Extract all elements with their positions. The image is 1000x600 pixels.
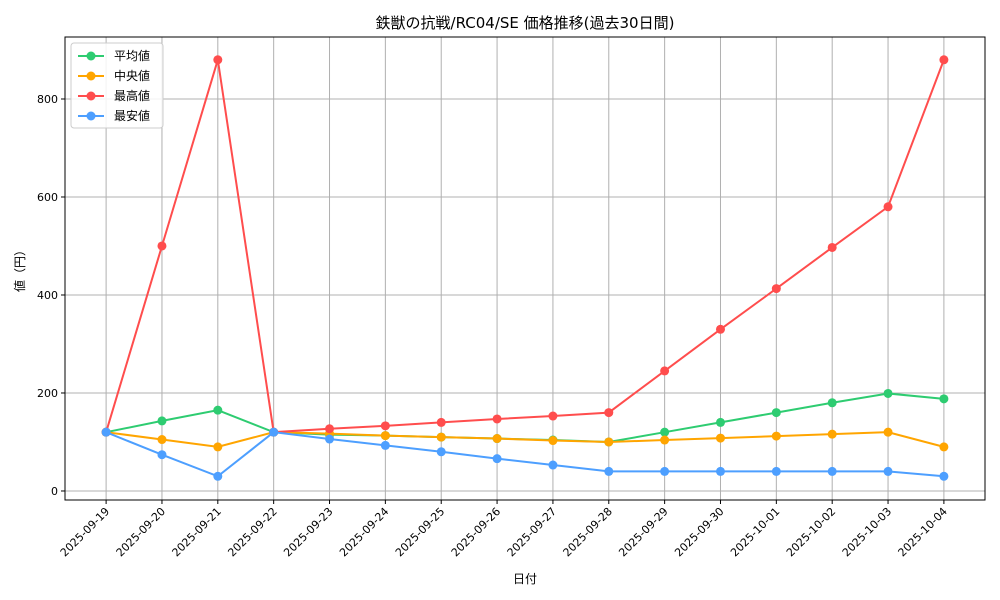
y-tick-label: 200 (37, 387, 58, 400)
data-point (771, 284, 781, 294)
chart-title: 鉄獣の抗戦/RC04/SE 価格推移(過去30日間) (376, 14, 675, 32)
x-tick-label: 2025-10-02 (784, 505, 838, 559)
x-tick-label: 2025-09-25 (393, 505, 447, 559)
series-3 (101, 427, 949, 481)
x-tick-label: 2025-09-21 (170, 505, 224, 559)
series-line (105, 431, 944, 478)
data-point (604, 437, 614, 447)
data-point (157, 241, 167, 251)
data-point (660, 435, 670, 445)
x-tick-label: 2025-09-20 (114, 505, 168, 559)
data-point (771, 466, 781, 476)
data-point (827, 398, 837, 408)
data-point (827, 466, 837, 476)
data-point (827, 429, 837, 439)
x-tick-label: 2025-09-19 (58, 505, 112, 559)
x-tick-label: 2025-09-23 (281, 505, 335, 559)
data-point (325, 434, 335, 444)
data-point (325, 424, 335, 434)
plot-frame (64, 36, 986, 501)
legend-label: 最高値 (114, 88, 150, 103)
data-point (604, 466, 614, 476)
data-point (436, 432, 446, 442)
data-point (157, 450, 167, 460)
data-point (660, 466, 670, 476)
y-tick-label: 400 (37, 289, 58, 302)
data-point (883, 202, 893, 212)
y-tick-label: 800 (37, 93, 58, 106)
legend-marker (86, 71, 96, 81)
legend-label: 中央値 (114, 68, 150, 83)
data-point (660, 427, 670, 437)
series-2 (101, 55, 949, 437)
data-point (380, 431, 390, 441)
data-point (939, 471, 949, 481)
data-point (939, 55, 949, 65)
series-line (105, 431, 945, 448)
x-tick-label: 2025-10-04 (896, 505, 950, 559)
legend-marker (86, 51, 96, 61)
x-tick-label: 2025-09-22 (225, 505, 279, 559)
x-tick-label: 2025-10-03 (840, 505, 894, 559)
x-axis-label: 日付 (513, 572, 537, 586)
data-point (939, 394, 949, 404)
legend-marker (86, 91, 96, 101)
data-point (213, 471, 223, 481)
data-point (883, 466, 893, 476)
data-point (436, 417, 446, 427)
legend-label: 平均値 (114, 48, 150, 63)
data-point (492, 414, 502, 424)
x-tick-label: 2025-09-27 (505, 505, 559, 559)
x-tick-label: 2025-09-30 (672, 505, 726, 559)
series-1 (101, 427, 949, 452)
y-tick-label: 0 (51, 485, 58, 498)
data-point (213, 405, 223, 415)
data-point (771, 431, 781, 441)
data-point (771, 408, 781, 418)
x-tick-label: 2025-09-28 (560, 505, 614, 559)
y-axis-label: 値（円） (12, 244, 27, 292)
data-point (883, 388, 893, 398)
legend-label: 最安値 (114, 108, 150, 123)
data-point (604, 408, 614, 418)
data-point (492, 454, 502, 464)
data-point (715, 417, 725, 427)
y-tick-label: 600 (37, 191, 58, 204)
data-point (660, 366, 670, 376)
series-line (105, 59, 945, 434)
data-point (157, 435, 167, 445)
data-point (715, 324, 725, 334)
x-tick-label: 2025-09-24 (337, 505, 391, 559)
data-point (436, 447, 446, 457)
data-point (101, 427, 111, 437)
x-tick-label: 2025-10-01 (728, 505, 782, 559)
data-point (492, 434, 502, 444)
data-point (380, 440, 390, 450)
data-point (939, 442, 949, 452)
x-tick-label: 2025-09-26 (449, 505, 503, 559)
data-point (715, 466, 725, 476)
data-point (269, 427, 279, 437)
data-point (157, 416, 167, 426)
data-point (548, 460, 558, 470)
data-point (548, 411, 558, 421)
data-point (213, 442, 223, 452)
x-tick-label: 2025-09-29 (616, 505, 670, 559)
data-point (827, 242, 837, 252)
data-point (548, 436, 558, 446)
data-point (380, 421, 390, 431)
legend-marker (86, 111, 96, 121)
data-point (715, 433, 725, 443)
data-point (883, 427, 893, 437)
data-point (213, 55, 223, 65)
legend-box (70, 42, 164, 129)
